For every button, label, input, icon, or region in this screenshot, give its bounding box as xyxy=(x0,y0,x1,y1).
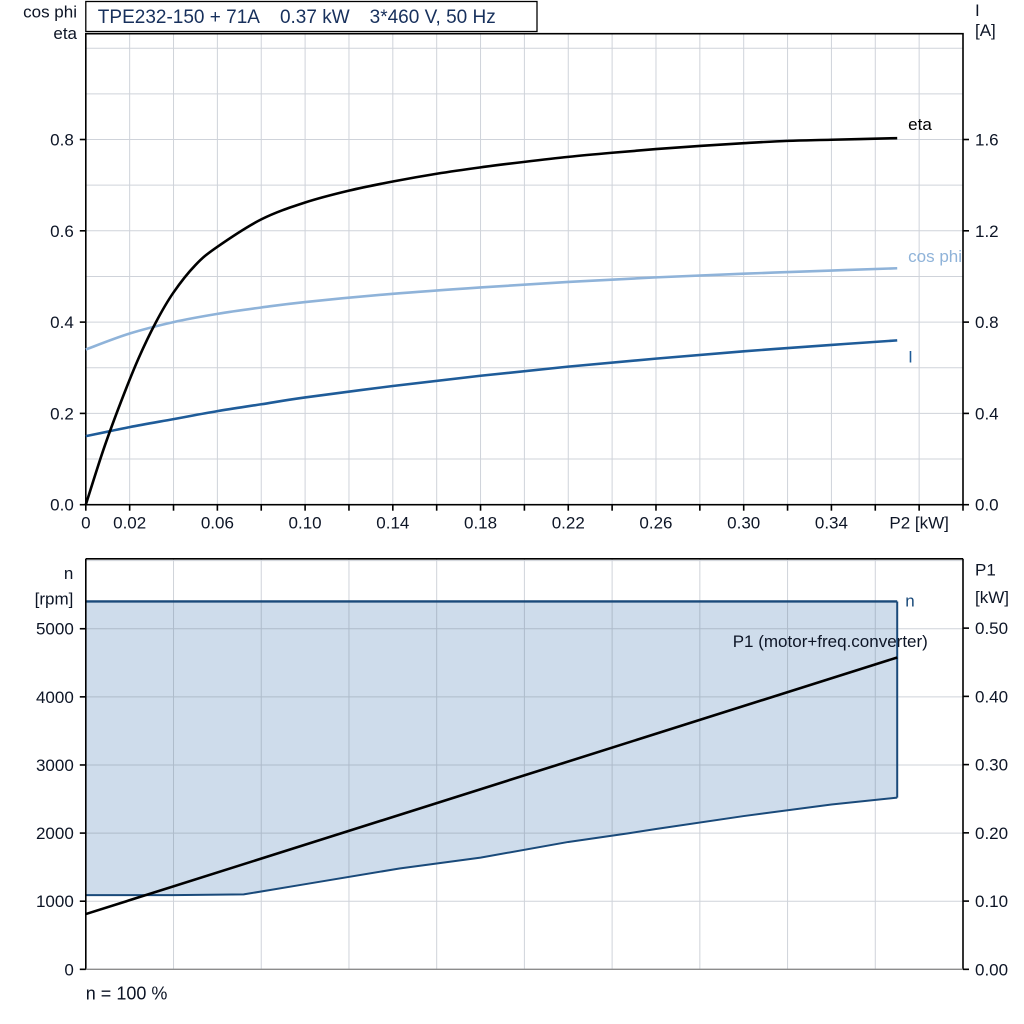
svg-text:0.02: 0.02 xyxy=(113,514,146,533)
svg-text:eta: eta xyxy=(908,115,932,134)
svg-text:0.20: 0.20 xyxy=(975,824,1008,843)
svg-text:0.14: 0.14 xyxy=(376,514,409,533)
svg-text:0.30: 0.30 xyxy=(727,514,760,533)
svg-text:0.06: 0.06 xyxy=(201,514,234,533)
svg-text:0.30: 0.30 xyxy=(975,756,1008,775)
svg-text:1.2: 1.2 xyxy=(975,222,999,241)
svg-text:[A]: [A] xyxy=(975,21,996,40)
svg-text:4000: 4000 xyxy=(36,688,74,707)
svg-text:0.6: 0.6 xyxy=(50,222,74,241)
svg-text:[rpm]: [rpm] xyxy=(35,590,74,609)
svg-text:eta: eta xyxy=(53,24,77,43)
svg-text:0.0: 0.0 xyxy=(50,496,74,515)
svg-text:0.10: 0.10 xyxy=(975,892,1008,911)
svg-text:0.18: 0.18 xyxy=(464,514,497,533)
svg-text:0.4: 0.4 xyxy=(50,313,74,332)
svg-text:0.10: 0.10 xyxy=(289,514,322,533)
svg-text:n: n xyxy=(905,591,914,610)
svg-text:0.50: 0.50 xyxy=(975,619,1008,638)
svg-text:0.22: 0.22 xyxy=(552,514,585,533)
svg-text:I: I xyxy=(908,347,913,366)
svg-text:cos phi: cos phi xyxy=(908,247,962,266)
svg-text:cos phi: cos phi xyxy=(23,3,77,22)
svg-text:0.26: 0.26 xyxy=(639,514,672,533)
svg-text:0.2: 0.2 xyxy=(50,404,74,423)
svg-text:[kW]: [kW] xyxy=(975,588,1009,607)
svg-text:n = 100 %: n = 100 % xyxy=(86,983,168,1003)
svg-text:0.8: 0.8 xyxy=(50,131,74,150)
svg-text:0.8: 0.8 xyxy=(975,313,999,332)
svg-text:P1 (motor+freq.converter): P1 (motor+freq.converter) xyxy=(733,632,928,651)
svg-text:0.4: 0.4 xyxy=(975,404,999,423)
svg-text:3000: 3000 xyxy=(36,756,74,775)
svg-text:0.40: 0.40 xyxy=(975,687,1008,706)
svg-text:P2 [kW]: P2 [kW] xyxy=(889,514,949,533)
svg-text:1.6: 1.6 xyxy=(975,131,999,150)
svg-text:0: 0 xyxy=(81,514,90,533)
svg-text:5000: 5000 xyxy=(36,620,74,639)
svg-text:0: 0 xyxy=(64,960,73,979)
svg-text:n: n xyxy=(64,564,73,583)
svg-text:I: I xyxy=(975,1,980,20)
svg-text:0.00: 0.00 xyxy=(975,960,1008,979)
svg-text:2000: 2000 xyxy=(36,824,74,843)
svg-text:P1: P1 xyxy=(975,561,996,580)
svg-text:1000: 1000 xyxy=(36,892,74,911)
svg-text:0.0: 0.0 xyxy=(975,496,999,515)
svg-text:0.34: 0.34 xyxy=(815,514,848,533)
